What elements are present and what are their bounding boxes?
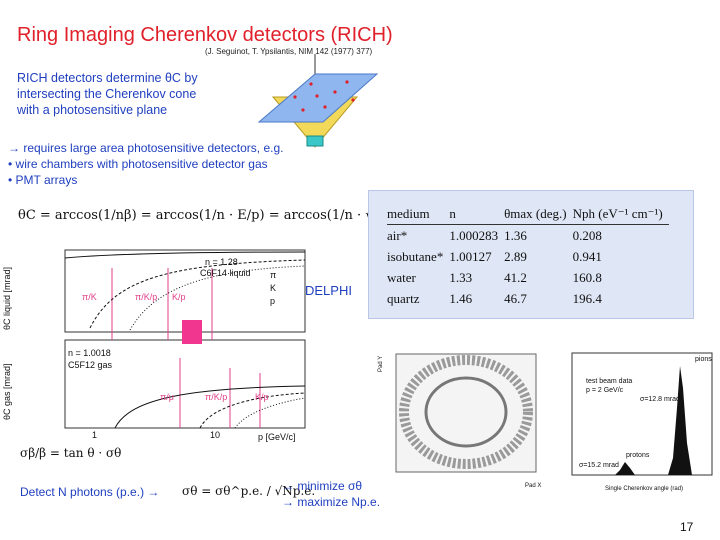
table-cell: 41.2 [504, 269, 527, 285]
bullet-item: → requires large area photosensitive det… [8, 141, 284, 155]
bottom-medium-label: C5F12 gas [68, 360, 113, 370]
top-medium-label: C6F14 liquid [200, 268, 251, 278]
sep-label: π/μ [160, 392, 174, 402]
hist-p-label: p = 2 GeV/c [586, 387, 624, 394]
resolution-formula-left: σβ/β = tan θ · σθ [20, 446, 122, 460]
hist-test-label: test beam data [586, 378, 633, 385]
sep-label: π/K/p [205, 392, 228, 402]
table-header: Nph (eV⁻¹ cm⁻¹) [572, 203, 669, 225]
table-cell: 1.000283 [449, 227, 499, 243]
hist-sigma-protons: σ=15.2 mrad [579, 462, 619, 469]
detect-text: Detect N photons (p.e.) → [20, 485, 160, 499]
xlabel: p [GeV/c] [258, 432, 296, 442]
ring-image-plot [395, 353, 537, 473]
table-cell: 160.8 [572, 269, 602, 285]
hist-sigma-pions: σ=12.8 mrad [640, 396, 680, 403]
hist-pions-label: pions [695, 356, 712, 363]
table-cell: air* [387, 227, 408, 243]
sep-label: K/p [172, 292, 186, 302]
xtick: 10 [210, 430, 221, 440]
theta-formula: θC = arccos(1/nβ) = arccos(1/n · E/p) = … [18, 208, 444, 223]
table-header: n [449, 203, 505, 225]
maximize-text: → maximize Np.e. [282, 495, 381, 509]
ylabel-top: θC liquid [mrad] [2, 266, 12, 330]
table-row: quartz 1.46 46.7 196.4 [387, 288, 669, 309]
intro-text: RICH detectors determine θC by intersect… [17, 70, 247, 118]
table-header: θmax (deg.) [504, 203, 573, 225]
sep-label: K/p [255, 392, 269, 402]
resolution-formula-right: σθ = σθ^p.e. / √Np.e. [182, 484, 316, 498]
table-header: medium [387, 203, 450, 225]
table-cell: 1.00127 [449, 248, 492, 264]
sep-label: π/K [82, 292, 97, 302]
hist-protons-label: protons [626, 452, 650, 459]
table-cell: 196.4 [572, 290, 602, 306]
table-cell: quartz [387, 290, 420, 306]
table-cell: 0.941 [572, 248, 602, 264]
delphi-angle-plot [64, 249, 306, 429]
table-cell: 1.46 [449, 290, 473, 306]
intro-line: with a photosensitive plane [17, 103, 168, 117]
bullet-item: • wire chambers with photosensitive dete… [8, 157, 268, 171]
ring-xlabel: Pad X [525, 483, 542, 489]
table-row: isobutane* 1.00127 2.89 0.941 [387, 246, 669, 267]
intro-line: RICH detectors determine θC by [17, 71, 198, 85]
bottom-n-label: n = 1.0018 [68, 348, 111, 358]
table-cell: 2.89 [504, 248, 527, 264]
legend-pi: π [270, 270, 277, 280]
table-cell: 46.7 [504, 290, 527, 306]
cherenkov-cone-illustration [257, 54, 379, 148]
delphi-label: DELPHI [305, 283, 352, 298]
slide-title: Ring Imaging Cherenkov detectors (RICH) [17, 24, 393, 46]
table-row: water 1.33 41.2 160.8 [387, 267, 669, 288]
table-cell: 1.33 [449, 269, 473, 285]
bullet-list: → requires large area photosensitive det… [8, 140, 283, 188]
table-row: air* 1.000283 1.36 0.208 [387, 225, 669, 247]
media-table: medium n θmax (deg.) Nph (eV⁻¹ cm⁻¹) air… [368, 190, 694, 319]
table-cell: 1.36 [504, 227, 527, 243]
table-cell: 0.208 [572, 227, 602, 243]
sep-label: π/K/p [135, 292, 158, 302]
legend-k: K [270, 283, 277, 293]
minimize-text: → minimize σθ [282, 479, 363, 493]
hist-xlabel: Single Cherenkov angle (rad) [605, 486, 684, 492]
table-cell: water [387, 269, 416, 285]
table-cell: isobutane* [387, 248, 444, 264]
top-n-label: n = 1.28 [205, 257, 238, 267]
cherenkov-angle-histogram [571, 352, 713, 476]
bullet-item: • PMT arrays [8, 173, 78, 187]
ylabel-bottom: θC gas [mrad] [2, 363, 12, 420]
reference: (J. Seguinot, T. Ypsilantis, NIM 142 (19… [205, 47, 373, 56]
xtick: 1 [92, 430, 98, 440]
legend-p: p [270, 296, 276, 306]
ring-ylabel: Pad Y [378, 355, 384, 372]
intro-line: intersecting the Cherenkov cone [17, 87, 197, 101]
page-number: 17 [680, 520, 694, 534]
